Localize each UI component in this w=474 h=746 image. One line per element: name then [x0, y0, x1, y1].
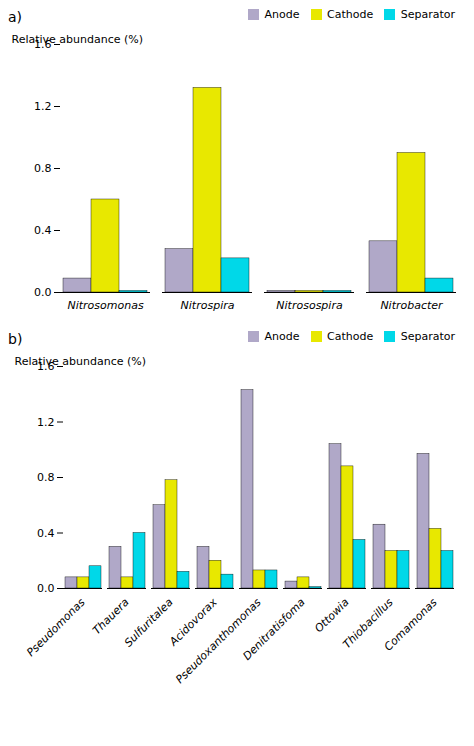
svg-text:Thiobacillus: Thiobacillus	[340, 595, 396, 651]
svg-text:Comamonas: Comamonas	[382, 596, 440, 654]
svg-text:Ottowia: Ottowia	[312, 596, 352, 636]
svg-text:0.4: 0.4	[37, 527, 55, 540]
svg-text:0.0: 0.0	[37, 582, 55, 595]
svg-text:Nitrosomonas: Nitrosomonas	[67, 299, 143, 312]
html-text:Anode: Anode	[264, 329, 300, 343]
svg-text:Thauera: Thauera	[90, 596, 132, 638]
html-text:b): b)	[8, 331, 23, 347]
svg-text:Acidovorax: Acidovorax	[167, 595, 220, 649]
svg-text:Sulfuritalea: Sulfuritalea	[122, 596, 176, 650]
svg-text:1.2: 1.2	[37, 416, 55, 429]
html-text:Separator: Separator	[400, 7, 455, 21]
svg-text:Nitrospira: Nitrospira	[181, 299, 235, 312]
html-text:a): a)	[8, 9, 22, 25]
html-text:Cathode: Cathode	[327, 329, 374, 343]
svg-text:0.0: 0.0	[34, 286, 52, 299]
html-text:Anode: Anode	[264, 7, 300, 21]
svg-text:Pseudoxanthomonas: Pseudoxanthomonas	[173, 596, 264, 684]
html-text:Cathode: Cathode	[327, 7, 374, 21]
svg-text:0.4: 0.4	[34, 224, 52, 237]
svg-text:0.8: 0.8	[37, 471, 55, 484]
svg-text:0.8: 0.8	[34, 162, 52, 175]
svg-text:Denitratisfoma: Denitratisfoma	[240, 596, 307, 663]
svg-text:Nitrobacter: Nitrobacter	[380, 299, 444, 312]
svg-text:Relative abundance (%): Relative abundance (%)	[15, 355, 147, 368]
svg-text:Nitrosospira: Nitrosospira	[276, 299, 343, 312]
svg-text:1.2: 1.2	[34, 100, 52, 113]
svg-text:Relative abundance (%): Relative abundance (%)	[12, 33, 144, 46]
html-text:Separator: Separator	[400, 329, 455, 343]
svg-text:Pseudomonas: Pseudomonas	[24, 596, 88, 660]
